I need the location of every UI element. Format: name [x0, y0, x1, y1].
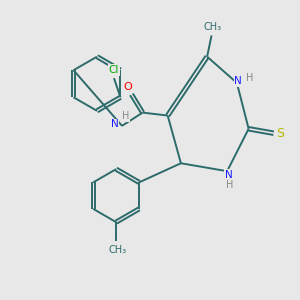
- Text: N: N: [235, 76, 242, 86]
- Text: CH₃: CH₃: [204, 22, 222, 32]
- Text: CH₃: CH₃: [109, 244, 127, 254]
- Text: H: H: [245, 73, 253, 82]
- Text: CH₃: CH₃: [204, 22, 222, 32]
- Text: N: N: [111, 119, 119, 129]
- Text: O: O: [124, 82, 132, 92]
- Text: N: N: [225, 170, 232, 180]
- Text: S: S: [276, 127, 284, 140]
- Text: CH₃: CH₃: [109, 244, 127, 254]
- Text: O: O: [124, 82, 132, 92]
- Text: Cl: Cl: [109, 65, 119, 75]
- Text: N: N: [111, 119, 119, 129]
- Text: Cl: Cl: [109, 65, 119, 75]
- Text: N: N: [225, 170, 232, 180]
- Text: S: S: [276, 127, 284, 140]
- Text: H: H: [245, 73, 253, 82]
- Text: N: N: [235, 76, 242, 86]
- Text: H: H: [122, 111, 129, 122]
- Text: H: H: [226, 180, 233, 190]
- Text: H: H: [122, 111, 129, 122]
- Text: H: H: [226, 180, 233, 190]
